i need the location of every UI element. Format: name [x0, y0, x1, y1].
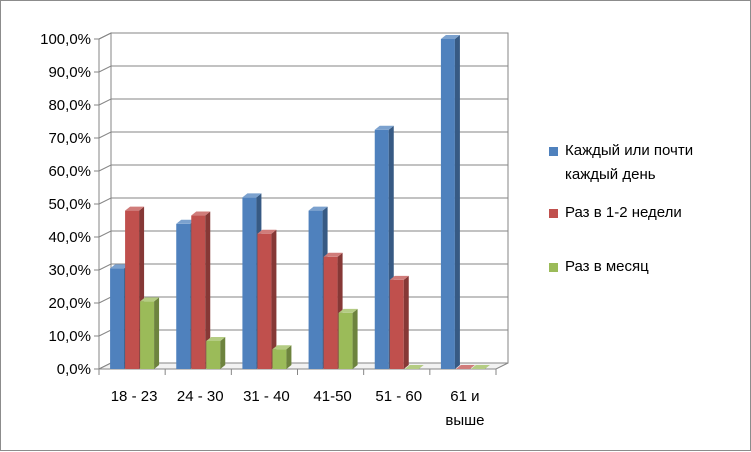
- bar-weekly: [257, 229, 277, 369]
- y-tick-label: 80,0%: [48, 97, 91, 114]
- bar-side: [403, 275, 409, 369]
- bar-top: [389, 275, 409, 280]
- bar-side: [271, 229, 277, 369]
- y-tick-label: 90,0%: [48, 64, 91, 81]
- bar-front: [272, 349, 287, 369]
- bar-front: [338, 312, 353, 369]
- bar-side: [352, 308, 358, 369]
- bar-front: [110, 268, 125, 369]
- legend-item-monthly: Раз в месяц: [549, 255, 749, 279]
- y-tick-label: 70,0%: [48, 130, 91, 147]
- bar-weekly: [389, 275, 409, 369]
- y-tick-label: 40,0%: [48, 229, 91, 246]
- bar-front: [323, 256, 338, 369]
- legend: Каждый или почти каждый день Раз в 1-2 н…: [549, 139, 749, 279]
- bar-side: [286, 345, 292, 369]
- bar-top: [404, 365, 424, 369]
- bar-top: [308, 206, 328, 211]
- bar-monthly: [338, 308, 358, 369]
- bar-front: [242, 197, 257, 369]
- bar-top: [140, 297, 160, 302]
- x-category-label: 61 и выше: [445, 388, 484, 429]
- x-category-label: 24 - 30: [177, 388, 224, 405]
- gridline: [98, 65, 508, 73]
- x-category-label: 41-50: [313, 388, 351, 405]
- bar-front: [389, 279, 404, 369]
- x-axis-category-labels: 18 - 23 24 - 30 31 - 40 41-50 51 - 60 61 и выш…: [111, 388, 485, 429]
- bar-side: [205, 211, 211, 369]
- gridline: [98, 32, 508, 40]
- bar-top: [242, 193, 262, 198]
- bar-top: [374, 125, 394, 130]
- y-tick-label: 20,0%: [48, 295, 91, 312]
- bar-top: [257, 229, 277, 234]
- y-tick-label: 0,0%: [57, 361, 91, 378]
- bar-front: [191, 215, 206, 369]
- bar-front: [140, 301, 155, 369]
- bar-front: [374, 129, 389, 369]
- bar-monthly: [404, 365, 424, 369]
- legend-label-monthly: Раз в месяц: [565, 258, 649, 275]
- bar-monthly: [272, 345, 292, 369]
- bar-top: [125, 206, 145, 211]
- bar-top: [323, 252, 343, 257]
- bar-top: [176, 219, 196, 224]
- legend-label-daily: Каждый или почти каждый день: [565, 142, 694, 183]
- bar-top: [440, 35, 460, 39]
- legend-label-weekly: Раз в 1-2 недели: [565, 204, 682, 221]
- bar-top: [206, 336, 226, 341]
- y-tick-label: 60,0%: [48, 163, 91, 180]
- bar-front: [257, 233, 272, 369]
- bar-top: [455, 365, 475, 369]
- x-category-label: 18 - 23: [111, 388, 158, 405]
- bar-daily: [440, 35, 460, 369]
- legend-item-weekly: Раз в 1-2 недели: [549, 201, 749, 225]
- bar-front: [206, 340, 221, 369]
- bar-side: [454, 35, 460, 369]
- y-tick-label: 10,0%: [48, 328, 91, 345]
- legend-swatch-weekly: [549, 209, 558, 218]
- bar-top: [470, 365, 490, 369]
- bar-weekly: [191, 211, 211, 369]
- legend-item-daily: Каждый или почти каждый день: [549, 139, 749, 187]
- y-tick-label: 100,0%: [40, 31, 91, 48]
- bar-top: [338, 308, 358, 313]
- legend-swatch-monthly: [549, 263, 558, 272]
- bar-weekly: [455, 365, 475, 369]
- x-category-label: 31 - 40: [243, 388, 290, 405]
- bar-side: [154, 297, 160, 369]
- legend-swatch-daily: [549, 147, 558, 156]
- bar-front: [176, 223, 191, 369]
- bar-front: [440, 39, 455, 369]
- bar-front: [308, 210, 323, 369]
- bar-front: [125, 210, 140, 369]
- gridline: [98, 98, 508, 106]
- y-axis-tick-labels: 0,0% 10,0% 20,0% 30,0% 40,0% 50,0% 60,0% 70,0% 8…: [40, 31, 91, 378]
- bar-monthly: [140, 297, 160, 369]
- y-tick-label: 30,0%: [48, 262, 91, 279]
- bar-top: [191, 211, 211, 216]
- y-tick-label: 50,0%: [48, 196, 91, 213]
- bar-top: [272, 345, 292, 350]
- bars: [110, 35, 490, 369]
- bar-top: [110, 264, 130, 269]
- bar-monthly: [206, 336, 226, 369]
- bar-monthly: [470, 365, 490, 369]
- bar-side: [220, 336, 226, 369]
- x-category-label: 51 - 60: [375, 388, 422, 405]
